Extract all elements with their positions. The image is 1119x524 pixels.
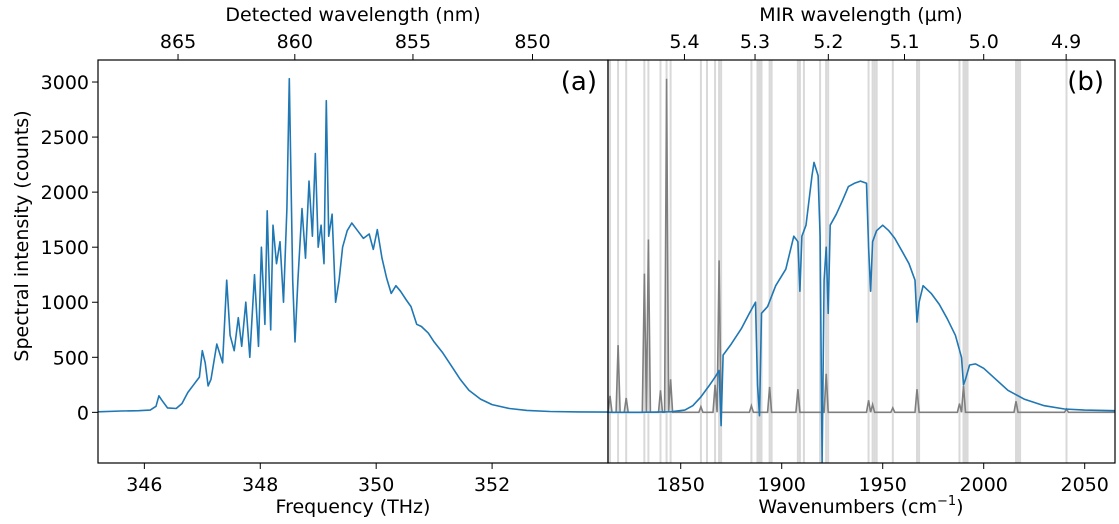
- y-tick-label: 0: [77, 402, 89, 424]
- x-tick-label: 2050: [1061, 474, 1109, 496]
- panel-b-label: (b): [1067, 67, 1104, 97]
- top-tick-label: 850: [514, 31, 550, 53]
- x-tick-label: 2000: [960, 474, 1008, 496]
- y-tick-label: 1000: [41, 292, 89, 314]
- top-tick-label: 5.1: [889, 31, 919, 53]
- panel-b-x-label-superscript: −1: [937, 494, 956, 509]
- top-tick-label: 5.0: [969, 31, 999, 53]
- panel-b: 1850 1900 1950 2000 2050 5.4 5.3 5.2 5.1 5.0 4.9 …: [607, 4, 1116, 518]
- panel-b-frame: [607, 59, 1116, 464]
- top-tick-label: 5.2: [813, 31, 843, 53]
- panel-a-label: (a): [561, 67, 597, 97]
- panel-b-reference-lines: [609, 60, 1068, 463]
- y-tick-label: 500: [53, 347, 89, 369]
- x-tick-label: 348: [242, 474, 278, 496]
- panel-a-x-ticks: 346 348 350 352: [126, 463, 510, 496]
- panel-a: 0 500 1000 1500 2000 2500 3000 346 348 350 352 86…: [41, 4, 609, 518]
- y-tick-label: 2500: [41, 127, 89, 149]
- panel-b-top-label: MIR wavelength (µm): [759, 4, 962, 26]
- panel-b-top-ticks: 5.4 5.3 5.2 5.1 5.0 4.9: [669, 31, 1081, 60]
- y-tick-label: 2000: [41, 182, 89, 204]
- reference-spectrum-line: [608, 78, 1115, 414]
- top-tick-label: 5.3: [740, 31, 770, 53]
- x-tick-label: 352: [474, 474, 510, 496]
- top-tick-label: 865: [160, 31, 196, 53]
- top-tick-label: 4.9: [1051, 31, 1081, 53]
- panel-a-x-label: Frequency (THz): [276, 496, 431, 518]
- spectrum-line: [98, 77, 608, 413]
- panel-a-top-ticks: 865 860 855 850: [160, 31, 551, 60]
- panel-a-y-ticks: 0 500 1000 1500 2000 2500 3000: [41, 72, 98, 424]
- y-tick-label: 3000: [41, 72, 89, 94]
- top-tick-label: 855: [395, 31, 431, 53]
- x-tick-label: 1850: [657, 474, 705, 496]
- panel-b-x-label-close: ): [956, 496, 963, 518]
- top-tick-label: 860: [277, 31, 313, 53]
- panel-a-top-label: Detected wavelength (nm): [225, 4, 480, 26]
- top-tick-label: 5.4: [669, 31, 699, 53]
- panel-b-x-label-main: Wavenumbers (cm: [758, 496, 937, 518]
- panel-b-x-ticks: 1850 1900 1950 2000 2050: [657, 463, 1109, 496]
- x-tick-label: 350: [358, 474, 394, 496]
- panel-a-frame: [97, 59, 609, 464]
- panel-b-x-label: Wavenumbers (cm−1): [758, 494, 963, 518]
- spectrum-line: [608, 161, 1115, 463]
- panel-a-series: [98, 77, 608, 413]
- y-tick-label: 1500: [41, 237, 89, 259]
- x-tick-label: 346: [126, 474, 162, 496]
- y-axis-label: Spectral intensity (counts): [11, 110, 33, 361]
- panel-b-series: [608, 78, 1115, 463]
- x-tick-label: 1950: [859, 474, 907, 496]
- x-tick-label: 1900: [758, 474, 806, 496]
